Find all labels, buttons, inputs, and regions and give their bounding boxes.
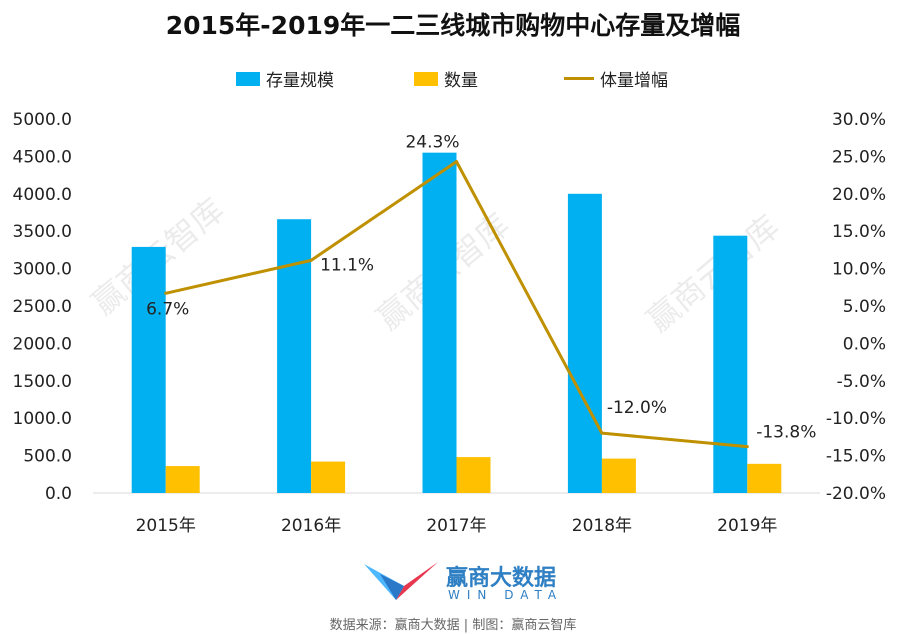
y-right-tick-9: 25.0%: [832, 147, 886, 167]
legend-item-growth: 体量增幅: [564, 66, 668, 91]
y-left-tick-5: 2500.0: [13, 297, 72, 317]
chart-title: 2015年-2019年一二三线城市购物中心存量及增幅: [165, 11, 741, 40]
bar-stock-0: [131, 246, 166, 493]
y-right-tick-8: 20.0%: [832, 185, 886, 205]
brand-logo-sub: WIN DATA: [448, 588, 564, 602]
legend-label-count: 数量: [444, 71, 478, 91]
y-left-tick-9: 4500.0: [13, 147, 72, 167]
legend-swatch-count: [414, 71, 438, 86]
bar-stock-2: [422, 152, 457, 493]
legend-label-growth: 体量增幅: [600, 71, 668, 91]
y-left-tick-4: 2000.0: [13, 334, 72, 354]
y-right-tick-1: -15.0%: [826, 447, 886, 467]
x-tick-1: 2016年: [281, 516, 341, 536]
bar-count-3: [601, 458, 636, 493]
label-growth-1: 11.1%: [320, 255, 374, 275]
point-growth-3: [600, 431, 604, 435]
y-left-tick-2: 1000.0: [13, 409, 72, 429]
chart-legend: 存量规模 数量 体量增幅: [0, 66, 906, 91]
y-right-tick-3: -5.0%: [837, 372, 886, 392]
source-note: 数据来源：赢商大数据 | 制图：赢商云智库: [329, 618, 577, 633]
label-growth-3: -12.0%: [607, 398, 667, 418]
y-right-tick-2: -10.0%: [826, 409, 886, 429]
point-growth-1: [309, 258, 313, 262]
bar-count-0: [165, 466, 200, 493]
y-right-tick-4: 0.0%: [843, 334, 886, 354]
label-growth-0: 6.7%: [146, 299, 189, 319]
legend-item-stock: 存量规模: [236, 66, 334, 91]
x-tick-4: 2019年: [717, 516, 777, 536]
y-left-tick-6: 3000.0: [13, 260, 72, 280]
x-tick-0: 2015年: [136, 516, 196, 536]
y-left-tick-0: 0.0: [45, 484, 72, 504]
legend-item-count: 数量: [414, 66, 478, 91]
bar-stock-4: [713, 235, 748, 494]
y-right-tick-0: -20.0%: [826, 484, 886, 504]
y-left-tick-8: 4000.0: [13, 185, 72, 205]
legend-swatch-stock: [236, 71, 260, 86]
y-left-tick-7: 3500.0: [13, 222, 72, 242]
y-right-tick-7: 15.0%: [832, 222, 886, 242]
point-growth-2: [455, 160, 458, 164]
y-left-tick-1: 500.0: [23, 447, 72, 467]
point-growth-0: [164, 291, 168, 295]
bar-count-4: [747, 463, 782, 493]
y-right-tick-6: 10.0%: [832, 260, 886, 280]
y-left-tick-3: 1500.0: [13, 372, 72, 392]
bar-count-2: [456, 457, 491, 493]
x-tick-3: 2018年: [572, 516, 632, 536]
watermark-2: 赢商云智库: [639, 208, 786, 340]
bar-count-1: [311, 461, 346, 493]
legend-line-growth: [564, 77, 594, 80]
x-tick-2: 2017年: [426, 516, 486, 536]
brand-logo-mark: [364, 562, 438, 600]
brand-logo: 赢商大数据 WIN DATA: [360, 556, 560, 606]
y-right-tick-5: 5.0%: [843, 297, 886, 317]
bar-stock-3: [567, 193, 602, 494]
brand-logo-name: 赢商大数据: [446, 566, 557, 591]
label-growth-2: 24.3%: [405, 133, 459, 153]
legend-label-stock: 存量规模: [266, 71, 334, 91]
y-left-tick-10: 5000.0: [13, 110, 72, 130]
y-right-tick-10: 30.0%: [832, 110, 886, 130]
point-growth-4: [745, 445, 749, 449]
label-growth-4: -13.8%: [756, 423, 816, 443]
